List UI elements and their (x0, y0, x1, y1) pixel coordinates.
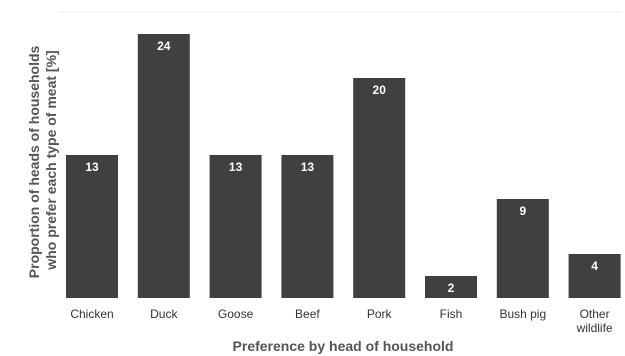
bar-other-wildlife (568, 254, 621, 298)
x-tick-goose: Goose (218, 307, 254, 321)
x-tick-fish: Fish (440, 307, 463, 321)
x-tick-labels: Chicken Duck Goose Beef Pork Fish Bush pig Othe… (70, 307, 613, 335)
data-label-bush-pig: 9 (519, 204, 526, 218)
x-tick-other-wildlife: Other wildlife (576, 307, 613, 335)
bar-goose (209, 155, 262, 298)
data-label-duck: 24 (157, 39, 171, 53)
data-label-pork: 20 (373, 83, 387, 97)
bar-beef (281, 155, 334, 298)
bar-fish (425, 276, 477, 298)
x-tick-chicken: Chicken (70, 307, 113, 321)
y-axis-title: Proportion of heads of households who pr… (26, 42, 59, 278)
bar-pork (353, 78, 406, 298)
x-tick-beef: Beef (295, 307, 320, 321)
y-axis-title-line-2: who prefer each type of meat [%] (43, 50, 59, 270)
x-tick-bush-pig: Bush pig (499, 307, 546, 321)
x-tick-pork: Pork (367, 307, 393, 321)
data-label-chicken: 13 (85, 160, 99, 174)
x-tick-duck: Duck (150, 307, 178, 321)
bar-bush-pig (496, 199, 549, 298)
bar-duck (137, 34, 190, 298)
bar-chicken (66, 155, 118, 298)
data-label-other-wildlife: 4 (591, 259, 598, 273)
data-label-goose: 13 (229, 160, 243, 174)
bars-group: 13 24 13 13 20 2 9 4 (66, 34, 621, 298)
y-axis-title-line-1: Proportion of heads of households (26, 45, 42, 278)
data-label-beef: 13 (301, 160, 315, 174)
x-axis-title: Preference by head of household (233, 338, 454, 354)
data-label-fish: 2 (448, 281, 455, 295)
